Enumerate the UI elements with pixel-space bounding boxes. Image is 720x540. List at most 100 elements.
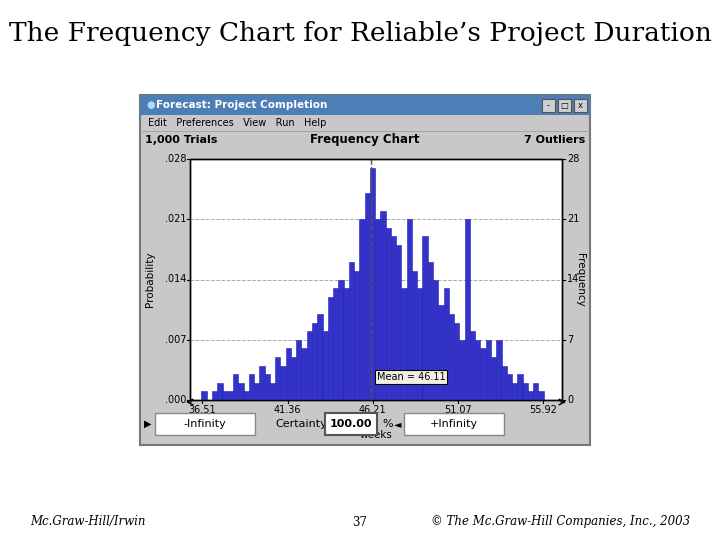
- Bar: [348, 262, 354, 400]
- Bar: [485, 340, 491, 400]
- Bar: [254, 383, 259, 400]
- Text: ◄: ◄: [395, 419, 402, 429]
- Text: □: □: [561, 101, 568, 110]
- Bar: [491, 357, 496, 400]
- Bar: [364, 193, 370, 400]
- Bar: [248, 374, 254, 400]
- Text: The Frequency Chart for Reliable’s Project Duration: The Frequency Chart for Reliable’s Proje…: [9, 21, 711, 45]
- Bar: [470, 331, 475, 400]
- Text: weeks: weeks: [359, 430, 392, 440]
- Bar: [333, 288, 338, 400]
- Text: .007: .007: [164, 335, 186, 345]
- Text: %: %: [382, 419, 392, 429]
- Bar: [238, 383, 243, 400]
- Text: 36.51: 36.51: [189, 405, 216, 415]
- Text: 7: 7: [567, 335, 573, 345]
- Text: Mean = 46.11: Mean = 46.11: [377, 372, 445, 382]
- Bar: [438, 305, 444, 400]
- Bar: [558, 99, 571, 112]
- Bar: [338, 280, 343, 400]
- Bar: [291, 357, 296, 400]
- Bar: [428, 262, 433, 400]
- Bar: [155, 413, 255, 435]
- Bar: [202, 392, 207, 400]
- Bar: [359, 219, 364, 400]
- Text: Edit   Preferences   View   Run   Help: Edit Preferences View Run Help: [148, 118, 326, 128]
- Bar: [404, 413, 504, 435]
- Text: Probability: Probability: [145, 252, 155, 307]
- Bar: [459, 340, 464, 400]
- Bar: [307, 331, 312, 400]
- Bar: [259, 366, 265, 400]
- Bar: [370, 167, 375, 400]
- Text: 46.21: 46.21: [359, 405, 387, 415]
- Text: ▶: ▶: [144, 419, 152, 429]
- Bar: [542, 99, 555, 112]
- Bar: [343, 288, 349, 400]
- Bar: [480, 348, 486, 400]
- Text: +Infinity: +Infinity: [430, 419, 478, 429]
- Text: 28: 28: [567, 154, 580, 164]
- Text: -: -: [547, 101, 550, 110]
- Text: .000: .000: [165, 395, 186, 405]
- Bar: [523, 383, 528, 400]
- Bar: [140, 95, 590, 115]
- Text: -Infinity: -Infinity: [184, 419, 226, 429]
- Text: Certainty: Certainty: [275, 419, 327, 429]
- Bar: [280, 366, 286, 400]
- Bar: [407, 219, 412, 400]
- Text: Mc.Graw-Hill/Irwin: Mc.Graw-Hill/Irwin: [30, 516, 145, 529]
- Text: Frequency: Frequency: [575, 253, 585, 306]
- Bar: [264, 374, 270, 400]
- Bar: [190, 159, 562, 400]
- Text: 100.00: 100.00: [330, 419, 372, 429]
- Bar: [464, 219, 470, 400]
- Bar: [212, 392, 217, 400]
- Bar: [375, 370, 447, 384]
- Text: 41.36: 41.36: [274, 405, 301, 415]
- Bar: [412, 271, 418, 400]
- Text: x: x: [578, 101, 583, 110]
- Bar: [501, 366, 507, 400]
- Bar: [391, 237, 396, 400]
- Text: .028: .028: [164, 154, 186, 164]
- Bar: [449, 314, 454, 400]
- Text: ●: ●: [146, 100, 155, 110]
- Text: Frequency Chart: Frequency Chart: [310, 133, 420, 146]
- Bar: [318, 314, 323, 400]
- Text: © The Mc.Graw-Hill Companies, Inc., 2003: © The Mc.Graw-Hill Companies, Inc., 2003: [431, 516, 690, 529]
- Text: 37: 37: [353, 516, 367, 529]
- Text: 1,000 Trials: 1,000 Trials: [145, 135, 217, 145]
- Bar: [380, 211, 386, 400]
- Text: 51.07: 51.07: [444, 405, 472, 415]
- Text: 55.92: 55.92: [529, 405, 557, 415]
- Bar: [507, 374, 512, 400]
- Bar: [228, 392, 233, 400]
- Text: .021: .021: [164, 214, 186, 224]
- Bar: [454, 322, 459, 400]
- Bar: [533, 383, 539, 400]
- Bar: [396, 245, 402, 400]
- Bar: [354, 271, 359, 400]
- Bar: [401, 288, 407, 400]
- Bar: [433, 280, 438, 400]
- Bar: [574, 99, 587, 112]
- Bar: [233, 374, 238, 400]
- Text: 21: 21: [567, 214, 580, 224]
- Bar: [296, 340, 302, 400]
- Bar: [217, 383, 222, 400]
- Text: Forecast: Project Completion: Forecast: Project Completion: [156, 100, 328, 110]
- Bar: [325, 413, 377, 435]
- Bar: [328, 296, 333, 400]
- Bar: [475, 340, 480, 400]
- Text: 7 Outliers: 7 Outliers: [523, 135, 585, 145]
- Bar: [423, 237, 428, 400]
- Bar: [512, 383, 517, 400]
- Bar: [386, 228, 391, 400]
- Bar: [496, 340, 502, 400]
- Bar: [375, 219, 380, 400]
- Bar: [312, 322, 318, 400]
- Bar: [286, 348, 291, 400]
- Bar: [190, 159, 562, 400]
- Bar: [243, 392, 249, 400]
